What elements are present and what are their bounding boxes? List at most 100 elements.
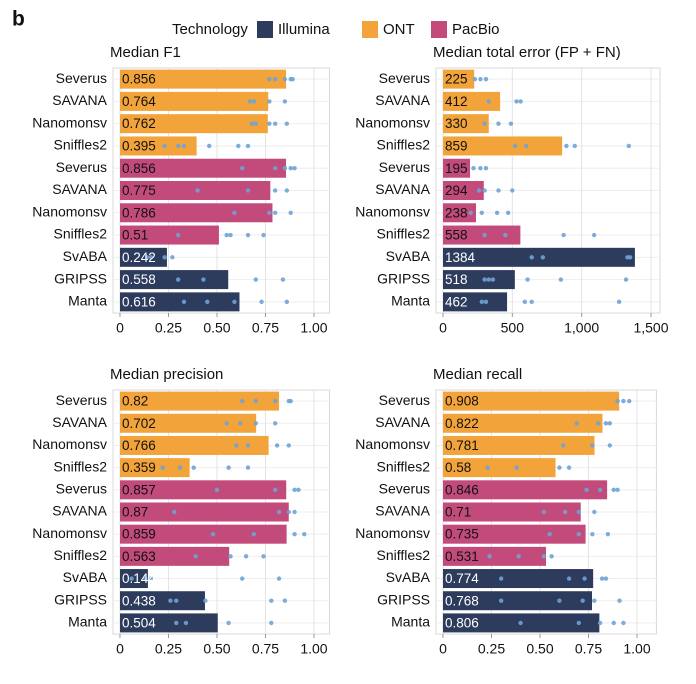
data-point <box>177 465 183 470</box>
bar <box>443 158 471 178</box>
data-point <box>557 465 562 470</box>
data-point <box>286 509 291 515</box>
value-label: 0.82 <box>122 394 148 409</box>
bar <box>443 91 501 111</box>
data-point <box>498 598 504 603</box>
value-label: 0.51 <box>122 228 148 243</box>
data-point <box>302 531 307 537</box>
x-tick-label: 0 <box>116 320 124 336</box>
y-tick-label: GRIPSS <box>54 270 107 286</box>
bar <box>442 569 594 589</box>
x-tick-label: 0.25 <box>478 641 505 657</box>
value-label: 0.558 <box>122 272 156 287</box>
y-tick-label: Severus <box>56 70 107 86</box>
y-tick-label: Sniffles2 <box>54 137 108 153</box>
data-point <box>168 598 173 603</box>
data-point <box>245 465 251 470</box>
data-point <box>615 398 620 404</box>
panel-title: Median recall <box>433 366 522 383</box>
y-tick-label: Severus <box>56 481 107 497</box>
bar <box>443 181 484 200</box>
y-tick-label: Nanomonsv <box>32 203 107 219</box>
data-point <box>584 487 589 493</box>
data-point <box>226 465 231 470</box>
y-tick-label: Sniffles2 <box>54 226 108 242</box>
data-point <box>572 143 577 149</box>
data-point <box>482 232 487 238</box>
value-label: 0.735 <box>445 527 479 542</box>
data-point <box>564 143 569 149</box>
value-label: 0.395 <box>122 139 156 154</box>
x-tick-label: 1.00 <box>300 641 327 657</box>
data-point <box>162 143 167 149</box>
value-label: 0.58 <box>445 460 471 475</box>
bar <box>119 502 289 522</box>
data-point <box>617 598 622 603</box>
value-label: 0.71 <box>445 505 471 520</box>
legend-label: PacBio <box>452 21 500 38</box>
data-point <box>292 509 297 515</box>
y-tick-label: Manta <box>391 614 430 630</box>
data-point <box>292 487 297 493</box>
data-point <box>247 99 253 104</box>
x-tick-label: 1.00 <box>300 320 327 336</box>
data-point <box>224 232 229 238</box>
data-point <box>611 620 616 626</box>
data-point <box>201 277 206 282</box>
data-point <box>576 509 581 515</box>
x-tick-label: 1.00 <box>623 641 650 657</box>
data-point <box>607 421 613 426</box>
value-label: 0.786 <box>122 205 156 220</box>
bar <box>443 203 477 223</box>
value-label: 0.702 <box>122 416 156 431</box>
x-tick-label: 1,500 <box>633 320 668 336</box>
y-tick-label: GRIPSS <box>377 591 430 607</box>
data-point <box>592 509 597 515</box>
y-tick-label: Nanomonsv <box>32 114 107 130</box>
data-point <box>272 210 278 215</box>
y-tick-label: Severus <box>379 481 430 497</box>
data-point <box>175 277 181 282</box>
value-label: 0.846 <box>445 482 479 497</box>
y-tick-label: Sniffles2 <box>377 458 431 474</box>
data-point <box>611 487 616 493</box>
y-tick-label: SAVANA <box>52 181 107 197</box>
data-point <box>566 576 572 581</box>
data-point <box>582 576 587 581</box>
bar <box>443 136 563 156</box>
y-tick-label: SAVANA <box>375 92 430 108</box>
bar <box>119 591 205 611</box>
value-label: 195 <box>445 161 468 176</box>
data-point <box>626 143 632 149</box>
value-label: 0.616 <box>122 294 156 309</box>
data-point <box>245 143 251 149</box>
y-tick-label: SAVANA <box>52 92 107 108</box>
bar <box>442 546 547 566</box>
x-tick-label: 0.25 <box>155 641 182 657</box>
data-point <box>603 421 609 426</box>
bar <box>442 435 595 455</box>
y-tick-label: SvABA <box>63 569 108 585</box>
data-point <box>232 299 237 305</box>
y-tick-label: Nanomonsv <box>32 436 107 452</box>
data-point <box>284 299 290 305</box>
bar <box>442 480 608 500</box>
data-point <box>272 487 278 493</box>
data-point <box>272 76 278 82</box>
data-point <box>143 576 148 581</box>
bar <box>442 591 592 611</box>
value-label: 330 <box>445 116 468 131</box>
x-tick-label: 0.75 <box>252 320 279 336</box>
data-point <box>525 277 530 282</box>
x-tick-label: 0.75 <box>575 641 602 657</box>
data-point <box>175 232 181 238</box>
data-point <box>574 421 580 426</box>
bar <box>442 413 603 433</box>
data-point <box>623 277 629 282</box>
y-tick-label: SAVANA <box>52 503 107 519</box>
data-point <box>272 398 278 404</box>
data-point <box>282 598 288 603</box>
data-point <box>518 99 523 104</box>
x-tick-label: 0.25 <box>155 320 182 336</box>
